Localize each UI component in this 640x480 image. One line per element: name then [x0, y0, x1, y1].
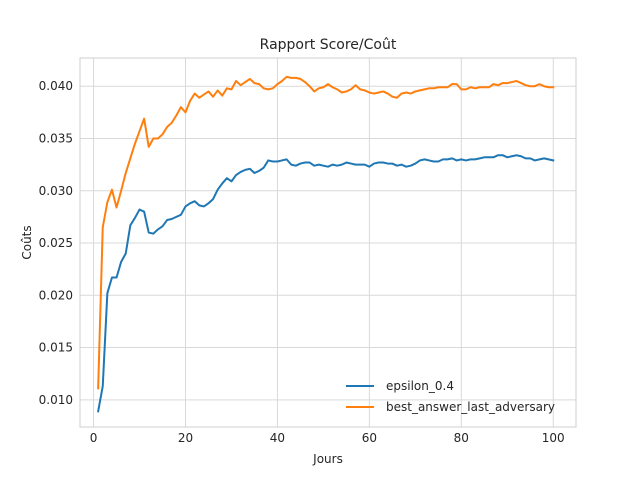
- x-axis-label: Jours: [312, 452, 343, 466]
- chart-title: Rapport Score/Coût: [260, 37, 397, 53]
- y-axis-label: Coûts: [20, 225, 34, 259]
- y-tick-label: 0.010: [39, 393, 73, 407]
- x-tick-label: 40: [270, 431, 285, 445]
- x-tick-label: 60: [362, 431, 377, 445]
- legend: epsilon_0.4 best_answer_last_adversary: [346, 379, 555, 414]
- y-tick-label: 0.020: [39, 288, 73, 302]
- legend-label-epsilon: epsilon_0.4: [386, 379, 454, 393]
- series-lines: [96, 75, 555, 413]
- y-tick-label: 0.025: [39, 236, 73, 250]
- x-tick-label: 100: [542, 431, 565, 445]
- legend-label-best-answer: best_answer_last_adversary: [386, 400, 555, 414]
- x-tick-label: 20: [178, 431, 193, 445]
- plot-area-frame: [79, 57, 577, 428]
- x-tick-label: 0: [90, 431, 98, 445]
- y-tick-label: 0.040: [39, 79, 73, 93]
- grid-lines: [80, 58, 576, 427]
- y-tick-label: 0.030: [39, 184, 73, 198]
- y-tick-label: 0.035: [39, 131, 73, 145]
- series-line-best-answer-last-adversary: [97, 75, 555, 390]
- x-tick-label: 80: [454, 431, 469, 445]
- series-line-epsilon-0-4: [96, 154, 555, 413]
- tick-labels: 0 20 40 60 80 100 0.010 0.015 0.020 0.025 0.030 0.0…: [39, 79, 565, 445]
- y-tick-label: 0.015: [39, 341, 73, 355]
